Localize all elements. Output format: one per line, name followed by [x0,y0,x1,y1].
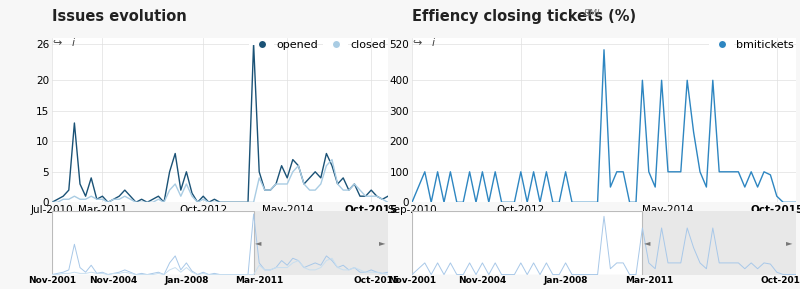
Text: ◄: ◄ [644,238,651,248]
Bar [52,211,254,275]
Text: i: i [432,38,435,48]
Text: ►: ► [786,238,793,248]
Text: ↪: ↪ [412,38,422,48]
Text: Effiency closing tickets (%): Effiency closing tickets (%) [412,9,636,24]
Text: ↪: ↪ [52,38,62,48]
Text: BMI: BMI [584,9,601,18]
Text: Issues evolution: Issues evolution [52,9,186,24]
Text: ►: ► [378,238,386,248]
Legend: opened, closed: opened, closed [250,40,386,50]
Text: i: i [72,38,75,48]
Text: ◄: ◄ [255,238,262,248]
Legend: bmitickets: bmitickets [710,40,794,50]
Bar [412,211,642,275]
